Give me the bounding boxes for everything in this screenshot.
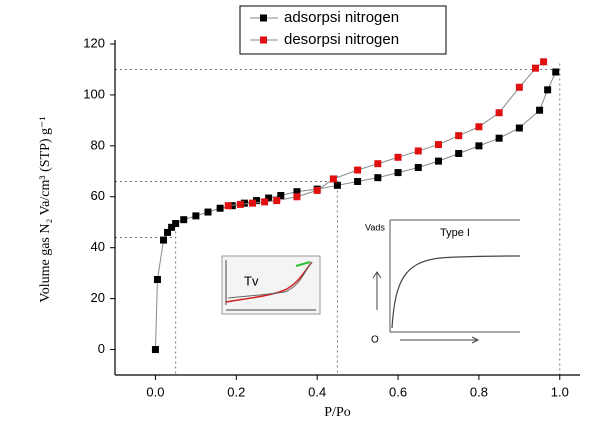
data-point	[374, 174, 382, 182]
data-point	[261, 198, 269, 206]
data-point	[515, 83, 523, 91]
y-tick-label: 60	[91, 188, 105, 203]
data-point	[495, 134, 503, 142]
inset-frame	[389, 219, 520, 333]
data-point	[475, 123, 483, 131]
data-point	[236, 200, 244, 208]
inset-arrow	[372, 271, 382, 310]
data-point	[192, 212, 200, 220]
y-tick-label: 20	[91, 290, 105, 305]
data-point	[455, 132, 463, 140]
inset-frame	[221, 255, 321, 315]
inset-axes	[225, 260, 316, 311]
data-point	[151, 346, 159, 354]
data-point	[248, 199, 256, 207]
inset-label: Tv	[244, 273, 259, 288]
legend-label: adsorpsi nitrogen	[284, 9, 399, 26]
y-axis-label: Volume gas N₂ Va/cm³ (STP) g⁻¹	[38, 116, 53, 302]
inset-arrow	[400, 336, 480, 344]
x-tick-label: 1.0	[551, 384, 569, 399]
inset-curve	[391, 255, 521, 329]
x-tick-label: 0.4	[308, 384, 326, 399]
data-point	[153, 276, 161, 284]
data-point	[204, 208, 212, 216]
x-axis-label: P/Po	[324, 405, 350, 420]
data-point	[475, 142, 483, 150]
data-point	[329, 175, 337, 183]
data-point	[414, 163, 422, 171]
data-point	[532, 64, 540, 72]
inset-curve	[225, 261, 313, 303]
inset-curve	[295, 261, 311, 267]
data-point	[333, 181, 341, 189]
data-point	[354, 166, 362, 174]
y-tick-label: 80	[91, 137, 105, 152]
data-point	[354, 177, 362, 185]
data-point	[172, 220, 180, 228]
x-tick-label: 0.6	[389, 384, 407, 399]
data-point	[164, 228, 172, 236]
data-point	[495, 109, 503, 117]
legend-label: desorpsi nitrogen	[284, 31, 399, 48]
data-point	[544, 86, 552, 94]
data-point	[293, 188, 301, 196]
inset-tv	[221, 255, 321, 315]
data-point	[273, 197, 281, 205]
x-tick-label: 0.0	[146, 384, 164, 399]
data-point	[552, 68, 560, 76]
data-point	[414, 147, 422, 155]
y-tick-label: 40	[91, 239, 105, 254]
legend-marker	[260, 14, 267, 22]
data-point	[277, 191, 285, 199]
data-point	[313, 186, 321, 194]
inset-curve	[227, 261, 313, 299]
data-point	[265, 194, 273, 202]
y-tick-label: 120	[83, 35, 105, 50]
data-point	[240, 199, 248, 207]
data-point	[434, 141, 442, 149]
x-tick-label: 0.2	[227, 384, 245, 399]
data-point	[394, 169, 402, 177]
inset-type-i	[372, 219, 521, 344]
x-tick-label: 0.8	[470, 384, 488, 399]
data-point	[394, 153, 402, 161]
data-point	[168, 223, 176, 231]
y-tick-label: 0	[98, 341, 105, 356]
inset-origin: O	[371, 335, 379, 346]
data-point	[455, 149, 463, 157]
data-point	[515, 124, 523, 132]
legend-marker	[260, 36, 267, 44]
data-point	[434, 157, 442, 165]
data-point	[536, 106, 544, 114]
inset-y-label: Vads	[365, 222, 385, 232]
legend-box	[239, 5, 447, 55]
data-point	[224, 202, 232, 210]
y-tick-label: 100	[83, 86, 105, 101]
inset-label: Type I	[440, 227, 470, 239]
data-point	[540, 58, 548, 66]
data-point	[160, 236, 168, 244]
data-point	[253, 197, 261, 205]
data-point	[293, 193, 301, 201]
data-point	[374, 160, 382, 168]
data-point	[216, 204, 224, 212]
data-point	[180, 216, 188, 224]
